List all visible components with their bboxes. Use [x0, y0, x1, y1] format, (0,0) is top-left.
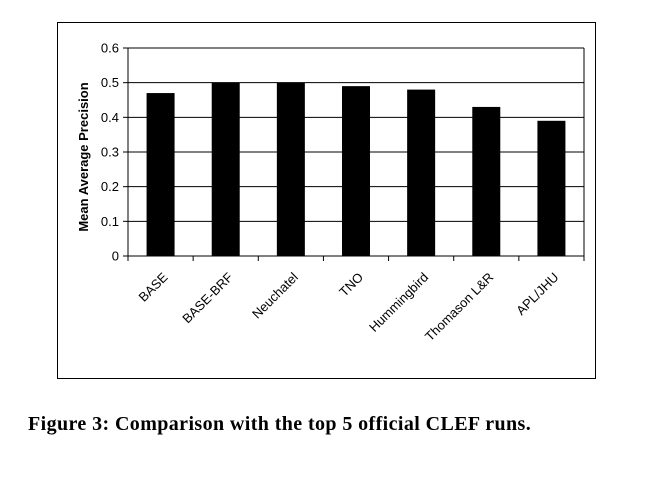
axes	[123, 47, 585, 261]
y-tick-label: 0	[112, 249, 119, 264]
x-tick-label: BASE	[136, 269, 171, 304]
x-tick-label: Neuchatel	[249, 269, 301, 321]
bar-neuchatel	[276, 82, 305, 257]
bars	[146, 82, 566, 257]
gridlines	[128, 47, 584, 222]
bar-base	[146, 93, 175, 256]
x-tick-label: BASE-BRF	[179, 269, 236, 326]
y-tick-label: 0.3	[101, 145, 119, 160]
bar-base-brf	[211, 82, 240, 257]
bar-tno	[342, 86, 370, 256]
y-tick-label: 0.5	[101, 75, 119, 90]
bar-hummingbird	[407, 89, 436, 256]
x-tick-label: Hummingbird	[366, 270, 431, 335]
y-tick-label: 0.2	[101, 179, 119, 194]
y-axis-title: Mean Average Precision	[76, 82, 91, 231]
x-tick-label: TNO	[336, 270, 366, 300]
x-tick-label: Thomason L&R	[422, 270, 496, 344]
bar-apl-jhu	[537, 120, 566, 256]
y-tick-labels: 0 0.1 0.2 0.3 0.4 0.5 0.6	[101, 41, 119, 264]
y-tick-label: 0.6	[101, 41, 119, 56]
x-tick-label: APL/JHU	[513, 270, 561, 318]
y-tick-label: 0.4	[101, 110, 119, 125]
bar-thomason-l-r	[472, 106, 501, 256]
x-tick-labels: BASE BASE-BRF Neuchatel TNO HummingbirdThoma…	[136, 269, 562, 344]
y-tick-label: 0.1	[101, 214, 119, 229]
figure-caption: Figure 3: Comparison with the top 5 offi…	[28, 413, 532, 435]
